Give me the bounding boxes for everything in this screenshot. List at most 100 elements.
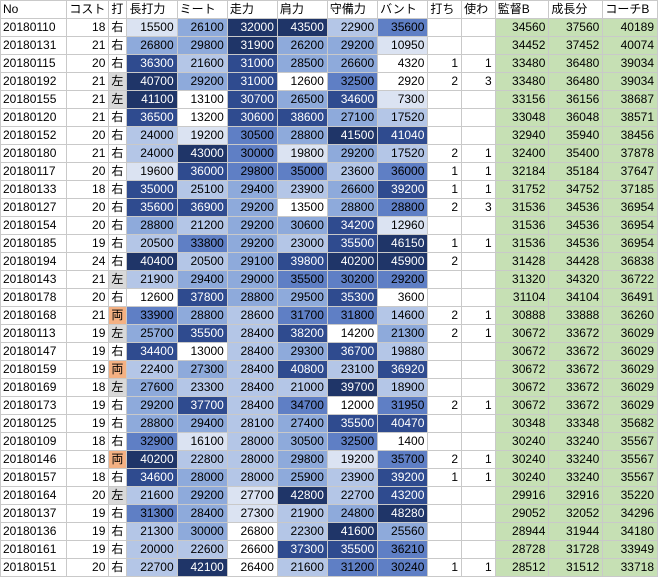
cell-speed[interactable]: 27700 (226, 486, 278, 505)
cell-defense[interactable]: 26600 (326, 54, 379, 73)
cell-bunt[interactable]: 35600 (377, 18, 429, 37)
cell-speed[interactable]: 28400 (226, 324, 278, 343)
col-header-bats[interactable]: 打 (108, 0, 128, 19)
cell-manager-bonus[interactable]: 30672 (494, 378, 550, 397)
cell-speed[interactable]: 28000 (226, 450, 278, 469)
cell-contact[interactable]: 33800 (176, 234, 228, 253)
cell-cost[interactable]: 20 (66, 216, 110, 235)
cell-defense[interactable]: 34600 (326, 90, 379, 109)
cell-growth[interactable]: 36480 (548, 72, 604, 91)
cell-arm[interactable]: 31700 (276, 306, 328, 325)
cell-contact[interactable]: 29800 (176, 36, 228, 55)
cell-cost[interactable]: 19 (66, 324, 110, 343)
cell-bunt[interactable]: 36210 (377, 540, 429, 559)
cell-bunt[interactable]: 7300 (377, 90, 429, 109)
cell-no[interactable]: 20180115 (0, 54, 68, 73)
cell-cost[interactable]: 19 (66, 540, 110, 559)
cell-coach-bonus[interactable]: 35567 (602, 450, 658, 469)
cell-use[interactable] (461, 288, 496, 307)
col-header-arm[interactable]: 肩力 (276, 0, 328, 19)
cell-power[interactable]: 21300 (126, 522, 178, 541)
col-header-growth[interactable]: 成長分 (548, 0, 604, 19)
cell-speed[interactable]: 26400 (226, 558, 278, 577)
cell-speed[interactable]: 28800 (226, 288, 278, 307)
cell-hit[interactable]: 1 (427, 234, 463, 253)
cell-contact[interactable]: 25100 (176, 180, 228, 199)
cell-hit[interactable] (427, 270, 463, 289)
cell-manager-bonus[interactable]: 31536 (494, 234, 550, 253)
col-header-speed[interactable]: 走力 (226, 0, 278, 19)
cell-arm[interactable]: 34700 (276, 396, 328, 415)
cell-bunt[interactable]: 25560 (377, 522, 429, 541)
cell-bunt[interactable]: 45900 (377, 252, 429, 271)
cell-use[interactable] (461, 504, 496, 523)
cell-power[interactable]: 40700 (126, 72, 178, 91)
cell-bats[interactable]: 右 (108, 252, 128, 271)
cell-bunt[interactable]: 3600 (377, 288, 429, 307)
cell-defense[interactable]: 29200 (326, 144, 379, 163)
cell-defense[interactable]: 32500 (326, 432, 379, 451)
cell-manager-bonus[interactable]: 33048 (494, 108, 550, 127)
cell-bats[interactable]: 右 (108, 144, 128, 163)
cell-hit[interactable] (427, 90, 463, 109)
cell-cost[interactable]: 19 (66, 360, 110, 379)
cell-growth[interactable]: 33672 (548, 396, 604, 415)
cell-use[interactable]: 1 (461, 234, 496, 253)
cell-hit[interactable]: 2 (427, 396, 463, 415)
cell-growth[interactable]: 34752 (548, 180, 604, 199)
cell-arm[interactable]: 21900 (276, 504, 328, 523)
cell-cost[interactable]: 19 (66, 504, 110, 523)
cell-hit[interactable]: 1 (427, 180, 463, 199)
cell-growth[interactable]: 35184 (548, 162, 604, 181)
cell-cost[interactable]: 21 (66, 72, 110, 91)
cell-defense[interactable]: 28800 (326, 198, 379, 217)
cell-defense[interactable]: 32500 (326, 72, 379, 91)
cell-manager-bonus[interactable]: 31536 (494, 216, 550, 235)
cell-arm[interactable]: 23000 (276, 234, 328, 253)
col-header-cost[interactable]: コスト (66, 0, 110, 19)
cell-hit[interactable] (427, 540, 463, 559)
cell-contact[interactable]: 35500 (176, 324, 228, 343)
cell-contact[interactable]: 29400 (176, 270, 228, 289)
cell-bunt[interactable]: 28800 (377, 198, 429, 217)
cell-use[interactable] (461, 540, 496, 559)
cell-hit[interactable]: 1 (427, 162, 463, 181)
cell-speed[interactable]: 26600 (226, 540, 278, 559)
cell-defense[interactable]: 41500 (326, 126, 379, 145)
cell-defense[interactable]: 36700 (326, 342, 379, 361)
cell-arm[interactable]: 29800 (276, 450, 328, 469)
cell-hit[interactable] (427, 522, 463, 541)
cell-bunt[interactable]: 30240 (377, 558, 429, 577)
cell-use[interactable] (461, 216, 496, 235)
cell-bunt[interactable]: 12960 (377, 216, 429, 235)
cell-growth[interactable]: 34104 (548, 288, 604, 307)
cell-growth[interactable]: 34428 (548, 252, 604, 271)
cell-coach-bonus[interactable]: 33718 (602, 558, 658, 577)
cell-use[interactable] (461, 18, 496, 37)
cell-growth[interactable]: 36480 (548, 54, 604, 73)
cell-bats[interactable]: 右 (108, 504, 128, 523)
cell-cost[interactable]: 24 (66, 252, 110, 271)
cell-bats[interactable]: 右 (108, 432, 128, 451)
cell-bats[interactable]: 右 (108, 396, 128, 415)
cell-bats[interactable]: 右 (108, 180, 128, 199)
cell-manager-bonus[interactable]: 31536 (494, 198, 550, 217)
cell-coach-bonus[interactable]: 36029 (602, 360, 658, 379)
cell-manager-bonus[interactable]: 28944 (494, 522, 550, 541)
cell-arm[interactable]: 38600 (276, 108, 328, 127)
cell-contact[interactable]: 20500 (176, 252, 228, 271)
cell-cost[interactable]: 18 (66, 180, 110, 199)
cell-cost[interactable]: 21 (66, 36, 110, 55)
cell-arm[interactable]: 35000 (276, 162, 328, 181)
cell-cost[interactable]: 20 (66, 558, 110, 577)
cell-no[interactable]: 20180155 (0, 90, 68, 109)
cell-growth[interactable]: 33672 (548, 324, 604, 343)
cell-manager-bonus[interactable]: 34452 (494, 36, 550, 55)
cell-arm[interactable]: 42800 (276, 486, 328, 505)
cell-bunt[interactable]: 48280 (377, 504, 429, 523)
cell-hit[interactable] (427, 504, 463, 523)
cell-no[interactable]: 20180152 (0, 126, 68, 145)
cell-coach-bonus[interactable]: 36029 (602, 378, 658, 397)
cell-use[interactable] (461, 378, 496, 397)
cell-bunt[interactable]: 17520 (377, 144, 429, 163)
